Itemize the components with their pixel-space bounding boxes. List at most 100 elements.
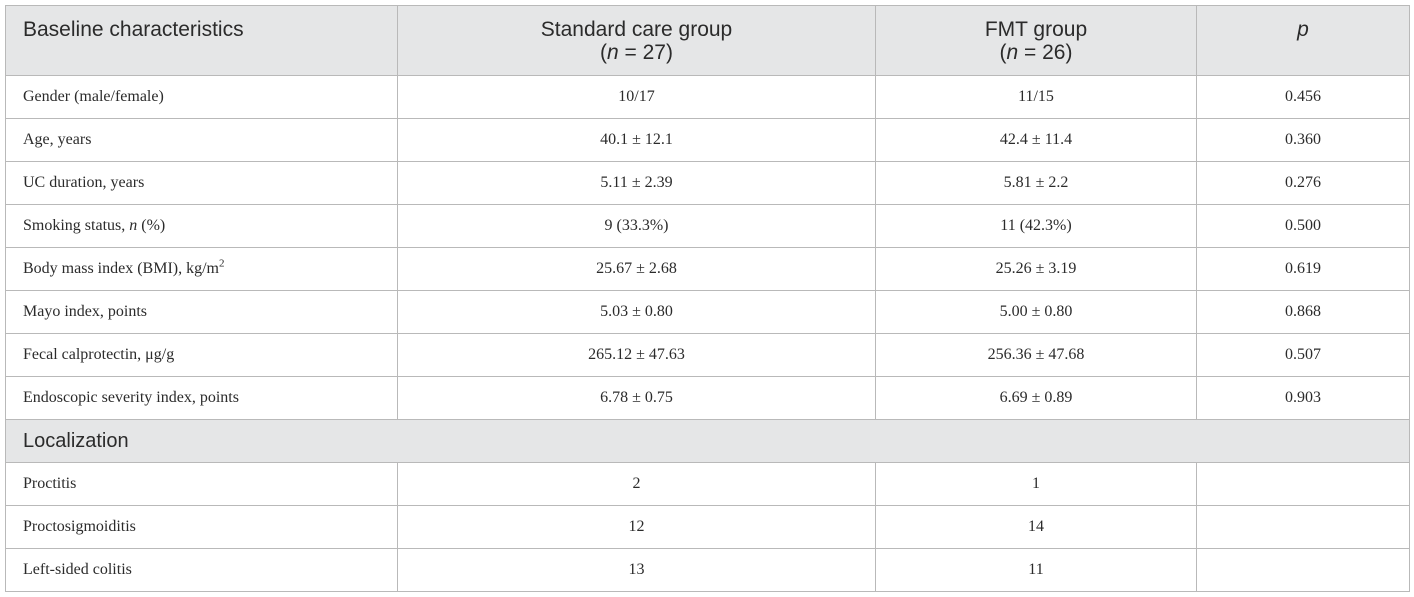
text-run: Proctosigmoiditis [23, 518, 136, 535]
data-cell: 10/17 [397, 75, 876, 119]
data-cell: 5.03 ± 0.80 [397, 290, 876, 334]
row-label: Body mass index (BMI), kg/m2 [5, 247, 398, 291]
data-cell: 0.456 [1196, 75, 1410, 119]
data-cell: 25.26 ± 3.19 [875, 247, 1197, 291]
text-run: Gender (male/female) [23, 88, 164, 105]
table-body: Gender (male/female) 10/17 11/15 0.456 Age, … [5, 75, 1410, 592]
text-run: 0.500 [1285, 217, 1321, 234]
data-cell: 5.11 ± 2.39 [397, 161, 876, 205]
text-run: 0.619 [1285, 260, 1321, 277]
text-run: 0.276 [1285, 174, 1321, 191]
data-cell: 0.619 [1196, 247, 1410, 291]
table-header: Baseline characteristics Standard care gr… [5, 5, 1410, 76]
table-row: Left-sided colitis 13 11 [5, 548, 1410, 592]
text-run: ( [999, 41, 1007, 64]
superscript-run: 2 [219, 257, 225, 270]
table-row: Proctosigmoiditis 12 14 [5, 505, 1410, 549]
text-run: 256.36 ± 47.68 [987, 346, 1085, 363]
data-cell: 0.360 [1196, 118, 1410, 162]
row-label: Proctosigmoiditis [5, 505, 398, 549]
row-label: Gender (male/female) [5, 75, 398, 119]
text-run: 9 (33.3%) [604, 217, 669, 234]
table-row: Proctitis 2 1 [5, 462, 1410, 506]
data-cell: 5.00 ± 0.80 [875, 290, 1197, 334]
header-line: (n = 26) [893, 41, 1179, 64]
data-cell: 42.4 ± 11.4 [875, 118, 1197, 162]
text-run: Age, years [23, 131, 92, 148]
text-run: 42.4 ± 11.4 [999, 131, 1073, 148]
data-cell: 12 [397, 505, 876, 549]
header-row: Baseline characteristics Standard care gr… [5, 5, 1410, 76]
data-cell: 265.12 ± 47.63 [397, 333, 876, 377]
row-label: UC duration, years [5, 161, 398, 205]
table-row: Body mass index (BMI), kg/m2 25.67 ± 2.68… [5, 247, 1410, 291]
data-cell: 11/15 [875, 75, 1197, 119]
table-row: UC duration, years 5.11 ± 2.39 5.81 ± 2.2 0… [5, 161, 1410, 205]
header-cell: p [1196, 5, 1410, 76]
table-row: Smoking status, n (%) 9 (33.3%) 11 (42.3%)… [5, 204, 1410, 248]
italic-run: n [607, 41, 619, 64]
data-cell: 0.276 [1196, 161, 1410, 205]
data-cell: 25.67 ± 2.68 [397, 247, 876, 291]
header-line: FMT group [893, 18, 1179, 41]
data-cell [1196, 548, 1410, 592]
data-cell: 2 [397, 462, 876, 506]
text-run: 5.81 ± 2.2 [1003, 174, 1069, 191]
text-run: 6.69 ± 0.89 [999, 389, 1073, 406]
data-cell: 6.69 ± 0.89 [875, 376, 1197, 420]
italic-run: p [1297, 18, 1309, 41]
text-run: 25.26 ± 3.19 [995, 260, 1077, 277]
table-row: Localization [5, 419, 1410, 463]
header-line: (n = 27) [415, 41, 858, 64]
table-row: Mayo index, points 5.03 ± 0.80 5.00 ± 0.80… [5, 290, 1410, 334]
text-run: Baseline characteristics [23, 18, 244, 41]
italic-run: n [1006, 41, 1019, 64]
header-cell: FMT group (n = 26) [875, 5, 1197, 76]
data-cell: 0.500 [1196, 204, 1410, 248]
text-run: FMT group [984, 18, 1088, 41]
header-cell: Baseline characteristics [5, 5, 398, 76]
table-row: Age, years 40.1 ± 12.1 42.4 ± 11.4 0.360 [5, 118, 1410, 162]
text-run: Smoking status, [23, 217, 130, 234]
text-run: 0.868 [1285, 303, 1321, 320]
text-run: 6.78 ± 0.75 [600, 389, 673, 406]
baseline-table: Baseline characteristics Standard care gr… [5, 5, 1410, 592]
header-cell: Standard care group (n = 27) [397, 5, 876, 76]
text-run: Proctitis [23, 475, 77, 492]
row-label: Endoscopic severity index, points [5, 376, 398, 420]
text-run: ( [600, 41, 607, 64]
data-cell: 6.78 ± 0.75 [397, 376, 876, 420]
row-label: Fecal calprotectin, μg/g [5, 333, 398, 377]
row-label: Proctitis [5, 462, 398, 506]
data-cell: 1 [875, 462, 1197, 506]
text-run: 2 [632, 475, 641, 492]
table-row: Endoscopic severity index, points 6.78 ± … [5, 376, 1410, 420]
row-label: Smoking status, n (%) [5, 204, 398, 248]
text-run: 11/15 [1018, 88, 1054, 105]
text-run: 11 [1028, 561, 1044, 578]
text-run: Localization [23, 429, 129, 452]
text-run: 5.11 ± 2.39 [600, 174, 673, 191]
text-run: UC duration, years [23, 174, 145, 191]
text-run: Standard care group [540, 18, 733, 41]
text-run: 13 [628, 561, 645, 578]
text-run: 10/17 [618, 88, 655, 105]
data-cell: 9 (33.3%) [397, 204, 876, 248]
text-run: 12 [628, 518, 645, 535]
text-run: Body mass index (BMI), kg/m [23, 260, 219, 277]
header-line: p [1214, 18, 1392, 41]
data-cell: 11 (42.3%) [875, 204, 1197, 248]
row-label: Left-sided colitis [5, 548, 398, 592]
data-cell: 256.36 ± 47.68 [875, 333, 1197, 377]
text-run: Endoscopic severity index, points [23, 389, 239, 406]
text-run: Fecal calprotectin, μg/g [23, 346, 175, 363]
text-run: 0.507 [1285, 346, 1321, 363]
text-run: 0.360 [1285, 131, 1321, 148]
text-run: 265.12 ± 47.63 [588, 346, 685, 363]
data-cell: 5.81 ± 2.2 [875, 161, 1197, 205]
header-line: Standard care group [415, 18, 858, 41]
text-run: 14 [1028, 518, 1044, 535]
data-cell [1196, 462, 1410, 506]
text-run: 11 (42.3%) [1000, 217, 1072, 234]
text-run: 5.03 ± 0.80 [600, 303, 673, 320]
